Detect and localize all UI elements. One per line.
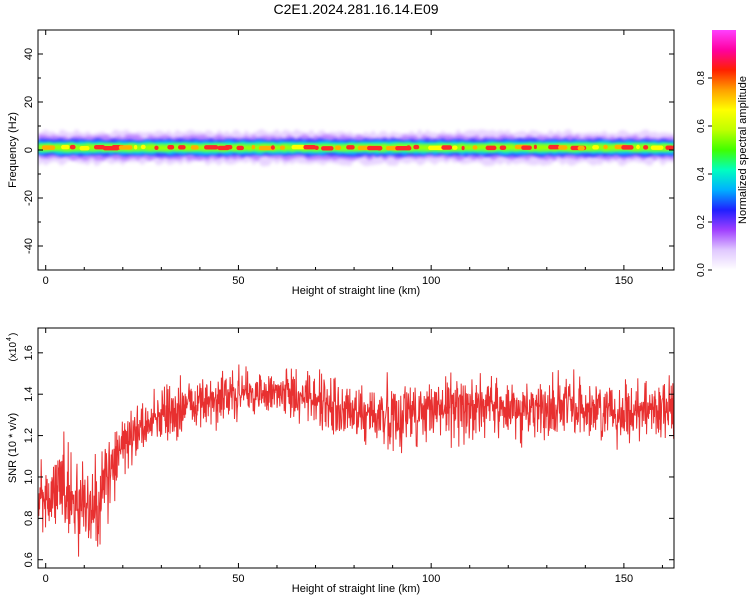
spectrogram-peak [118, 145, 133, 150]
spectrogram-x-tick-label: 0 [43, 275, 49, 287]
spectrogram-peak [154, 145, 159, 151]
spectrogram-peak [452, 145, 458, 150]
spectrogram-peak [133, 145, 138, 150]
snr-plot-area [38, 328, 674, 568]
spectrogram-peak [346, 145, 355, 150]
snr-y-tick-label: 0.8 [23, 511, 35, 526]
spectrogram-y-tick-label: 20 [23, 96, 35, 108]
spectrogram-peak [314, 145, 319, 150]
spectrogram-peak [643, 145, 649, 150]
spectrogram-peak [251, 145, 256, 150]
snr-x-tick-label: 50 [232, 573, 244, 585]
spectrogram-peak [224, 144, 233, 150]
snr-x-axis-label: Height of straight line (km) [292, 583, 420, 595]
spectrogram-peak [592, 145, 599, 150]
spectrogram-peak [603, 144, 608, 150]
colorbar-tick-label: 0.0 [696, 263, 707, 277]
spectrogram-y-tick-label: -40 [23, 238, 35, 254]
colorbar-ticks: 0.0 0.2 0.4 0.6 0.8 [696, 71, 712, 277]
spectrogram-x-tick-label: 100 [422, 275, 440, 287]
snr-y-tick-label: 0.6 [23, 552, 35, 567]
snr-y-tick-label: 1.4 [23, 387, 35, 402]
spectrogram-peak [548, 144, 560, 150]
snr-y-ticks: 0.6 0.8 1.0 1.2 1.4 1.6 [23, 345, 674, 567]
snr-frame [37, 327, 675, 569]
spectrogram-peak [665, 145, 674, 150]
snr-x-tick-label: 0 [43, 573, 49, 585]
spectrogram-panel: 0 50 100 150 -40 -20 0 20 40 Height of straight… [7, 29, 675, 297]
spectrogram-peak [61, 144, 70, 150]
spectrogram-band [38, 129, 674, 167]
snr-x-tick-label: 150 [615, 573, 633, 585]
spectrogram-x-axis-label: Height of straight line (km) [292, 285, 420, 297]
colorbar-gradient [712, 30, 736, 270]
spectrogram-peak [140, 144, 146, 150]
spectrogram-peak [190, 145, 199, 150]
spectrogram-peak [650, 145, 664, 150]
spectrogram-y-tick-label: 40 [23, 48, 35, 60]
snr-y-scale-base: (x10 [8, 342, 19, 362]
spectrogram-peak [461, 145, 465, 151]
spectrogram-peak [69, 144, 76, 150]
colorbar-tick-label: 0.2 [696, 215, 707, 229]
spectrogram-peak [485, 145, 497, 151]
spectrogram-peak [621, 145, 634, 150]
spectrogram-peak [441, 145, 453, 150]
spectrogram-peak [303, 145, 317, 150]
spectrogram-peak [236, 145, 244, 151]
colorbar-tick-label: 0.6 [696, 119, 707, 133]
spectrogram-peak [636, 144, 640, 150]
snr-y-tick-label: 1.0 [23, 469, 35, 484]
snr-series-line [38, 364, 674, 557]
spectrogram-peak [321, 146, 334, 151]
snr-x-tick-label: 100 [422, 573, 440, 585]
spectrogram-peak [376, 146, 383, 151]
snr-y-scale-label: (x10 4 ) [6, 333, 19, 362]
spectrogram-peak [413, 144, 420, 150]
spectrogram-peak [577, 145, 585, 151]
colorbar-tick-label: 0.4 [696, 167, 707, 181]
spectrogram-peak [167, 145, 175, 150]
spectrogram-peak [521, 145, 532, 150]
spectrogram-y-axis-label: Frequency (Hz) [7, 112, 19, 188]
spectrogram-y-ticks: -40 -20 0 20 40 [23, 29, 674, 271]
figure-title: C2E1.2024.281.16.14.E09 [273, 1, 438, 17]
spectrogram-peak [472, 145, 478, 150]
snr-y-tick-label: 1.2 [23, 428, 35, 443]
spectrogram-x-tick-label: 150 [615, 275, 633, 287]
spectrogram-peak [93, 144, 105, 150]
snr-y-axis-label: SNR (10 * v/v) [7, 413, 19, 483]
spectrogram-peak [270, 145, 275, 150]
spectrogram-peak [533, 144, 537, 150]
spectrogram-peak [406, 145, 411, 150]
spectrogram-peak [204, 145, 219, 150]
spectrogram-y-tick-label: -20 [23, 190, 35, 206]
snr-y-scale-close: ) [8, 333, 19, 336]
colorbar: 0.0 0.2 0.4 0.6 0.8 Normalized spectral ampl… [696, 30, 749, 277]
colorbar-tick-label: 0.8 [696, 71, 707, 85]
spectrogram-peak [177, 145, 186, 150]
spectrogram-x-tick-label: 50 [232, 275, 244, 287]
spectrogram-peak [279, 145, 286, 150]
snr-series [38, 364, 674, 557]
snr-panel: 0 50 100 150 0.6 0.8 1.0 1.2 1.4 1.6 Height of s… [6, 327, 675, 595]
spectrogram-peak [291, 144, 306, 150]
spectrogram-peak [558, 145, 568, 150]
spectrogram-peak [79, 145, 90, 151]
snr-x-ticks: 0 50 100 150 [43, 328, 663, 585]
colorbar-label: Normalized spectral amplitude [737, 76, 749, 224]
snr-y-tick-label: 1.6 [23, 345, 35, 360]
spectrogram-y-tick-label: 0 [23, 147, 35, 153]
spectrogram-peak [334, 145, 342, 150]
spectrogram-peak [428, 145, 444, 150]
spectrogram-x-ticks: 0 50 100 150 [43, 30, 663, 287]
spectrogram-peak [49, 145, 56, 150]
snr-y-scale-exponent: 4 [6, 337, 13, 341]
spectrogram-peak [499, 145, 507, 150]
